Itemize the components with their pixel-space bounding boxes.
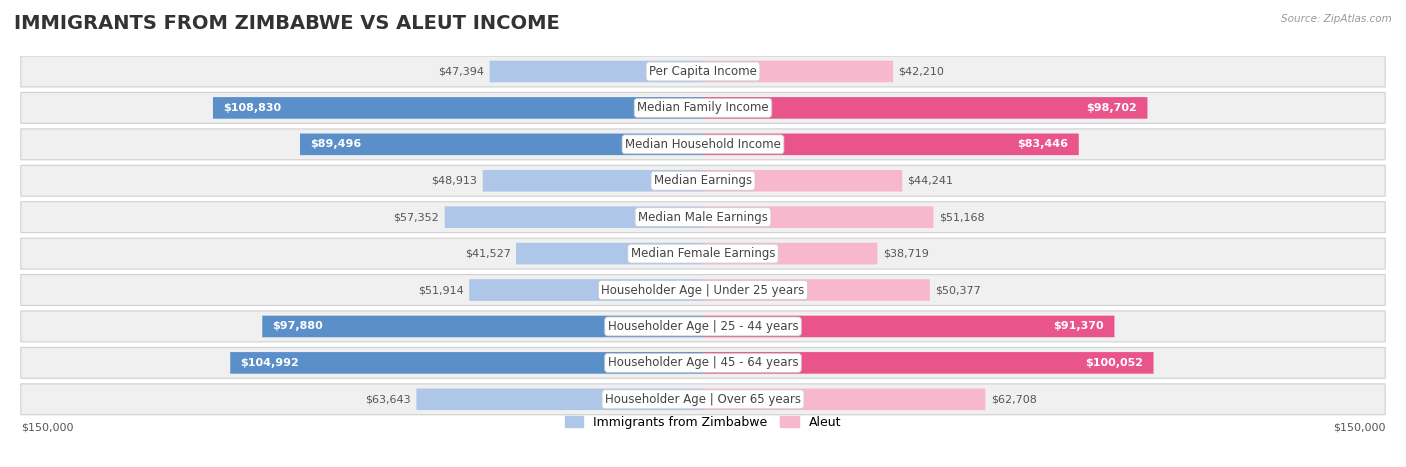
FancyBboxPatch shape (231, 352, 703, 374)
Text: $150,000: $150,000 (1333, 423, 1385, 433)
FancyBboxPatch shape (703, 134, 1078, 155)
Legend: Immigrants from Zimbabwe, Aleut: Immigrants from Zimbabwe, Aleut (560, 411, 846, 434)
FancyBboxPatch shape (703, 170, 903, 191)
Text: $62,708: $62,708 (991, 394, 1036, 404)
FancyBboxPatch shape (703, 352, 1153, 374)
FancyBboxPatch shape (21, 56, 1385, 87)
Text: $104,992: $104,992 (240, 358, 299, 368)
FancyBboxPatch shape (703, 243, 877, 264)
Text: $51,914: $51,914 (418, 285, 464, 295)
FancyBboxPatch shape (416, 389, 703, 410)
FancyBboxPatch shape (21, 92, 1385, 123)
Text: Source: ZipAtlas.com: Source: ZipAtlas.com (1281, 14, 1392, 24)
Text: $98,702: $98,702 (1087, 103, 1137, 113)
Text: $44,241: $44,241 (908, 176, 953, 186)
FancyBboxPatch shape (516, 243, 703, 264)
Text: $63,643: $63,643 (366, 394, 411, 404)
Text: $50,377: $50,377 (935, 285, 981, 295)
FancyBboxPatch shape (21, 202, 1385, 233)
Text: Householder Age | Under 25 years: Householder Age | Under 25 years (602, 283, 804, 297)
Text: $47,394: $47,394 (439, 66, 484, 77)
FancyBboxPatch shape (482, 170, 703, 191)
Text: $97,880: $97,880 (273, 321, 323, 332)
Text: Median Household Income: Median Household Income (626, 138, 780, 151)
FancyBboxPatch shape (263, 316, 703, 337)
Text: $150,000: $150,000 (21, 423, 73, 433)
FancyBboxPatch shape (21, 165, 1385, 196)
Text: $83,446: $83,446 (1018, 139, 1069, 149)
Text: IMMIGRANTS FROM ZIMBABWE VS ALEUT INCOME: IMMIGRANTS FROM ZIMBABWE VS ALEUT INCOME (14, 14, 560, 33)
FancyBboxPatch shape (470, 279, 703, 301)
Text: $91,370: $91,370 (1053, 321, 1104, 332)
Text: Median Female Earnings: Median Female Earnings (631, 247, 775, 260)
Text: $57,352: $57,352 (394, 212, 439, 222)
Text: Per Capita Income: Per Capita Income (650, 65, 756, 78)
Text: $42,210: $42,210 (898, 66, 945, 77)
FancyBboxPatch shape (703, 279, 929, 301)
FancyBboxPatch shape (703, 316, 1115, 337)
Text: $41,527: $41,527 (465, 248, 510, 259)
Text: $108,830: $108,830 (224, 103, 281, 113)
FancyBboxPatch shape (21, 275, 1385, 305)
Text: Median Male Earnings: Median Male Earnings (638, 211, 768, 224)
Text: $100,052: $100,052 (1085, 358, 1143, 368)
FancyBboxPatch shape (489, 61, 703, 82)
Text: Householder Age | Over 65 years: Householder Age | Over 65 years (605, 393, 801, 406)
Text: $89,496: $89,496 (311, 139, 361, 149)
FancyBboxPatch shape (21, 384, 1385, 415)
Text: $38,719: $38,719 (883, 248, 928, 259)
FancyBboxPatch shape (212, 97, 703, 119)
FancyBboxPatch shape (21, 129, 1385, 160)
FancyBboxPatch shape (703, 61, 893, 82)
Text: Median Family Income: Median Family Income (637, 101, 769, 114)
Text: $51,168: $51,168 (939, 212, 984, 222)
FancyBboxPatch shape (703, 206, 934, 228)
FancyBboxPatch shape (299, 134, 703, 155)
FancyBboxPatch shape (21, 311, 1385, 342)
Text: Householder Age | 25 - 44 years: Householder Age | 25 - 44 years (607, 320, 799, 333)
FancyBboxPatch shape (21, 347, 1385, 378)
FancyBboxPatch shape (444, 206, 703, 228)
Text: $48,913: $48,913 (432, 176, 478, 186)
FancyBboxPatch shape (703, 97, 1147, 119)
FancyBboxPatch shape (703, 389, 986, 410)
Text: Householder Age | 45 - 64 years: Householder Age | 45 - 64 years (607, 356, 799, 369)
Text: Median Earnings: Median Earnings (654, 174, 752, 187)
FancyBboxPatch shape (21, 238, 1385, 269)
